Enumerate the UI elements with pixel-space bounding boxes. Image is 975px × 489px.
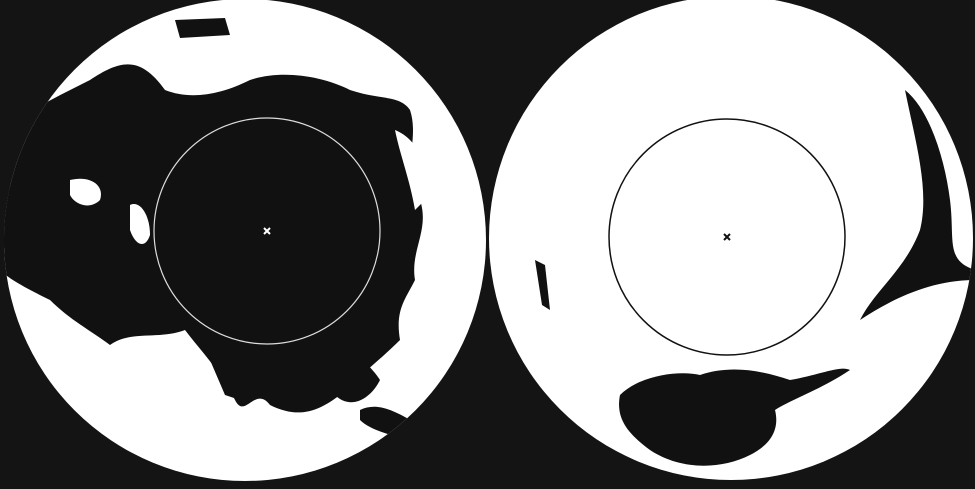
asia-landmass <box>4 64 423 413</box>
range-circle <box>153 117 381 345</box>
arctic-island <box>175 18 230 38</box>
range-circle <box>608 118 846 356</box>
antarctica <box>619 368 850 466</box>
black-sea <box>70 178 101 206</box>
caspian-sea <box>130 204 150 245</box>
left-globe <box>4 0 486 481</box>
center-marker <box>263 227 271 235</box>
right-globe <box>489 0 973 480</box>
center-marker <box>723 233 731 241</box>
india <box>200 330 255 400</box>
island <box>535 260 550 310</box>
sea <box>395 130 427 210</box>
south-america <box>860 90 973 320</box>
southeast-asia <box>335 356 380 403</box>
land <box>4 18 427 440</box>
land <box>535 90 973 466</box>
ocean <box>489 0 973 480</box>
